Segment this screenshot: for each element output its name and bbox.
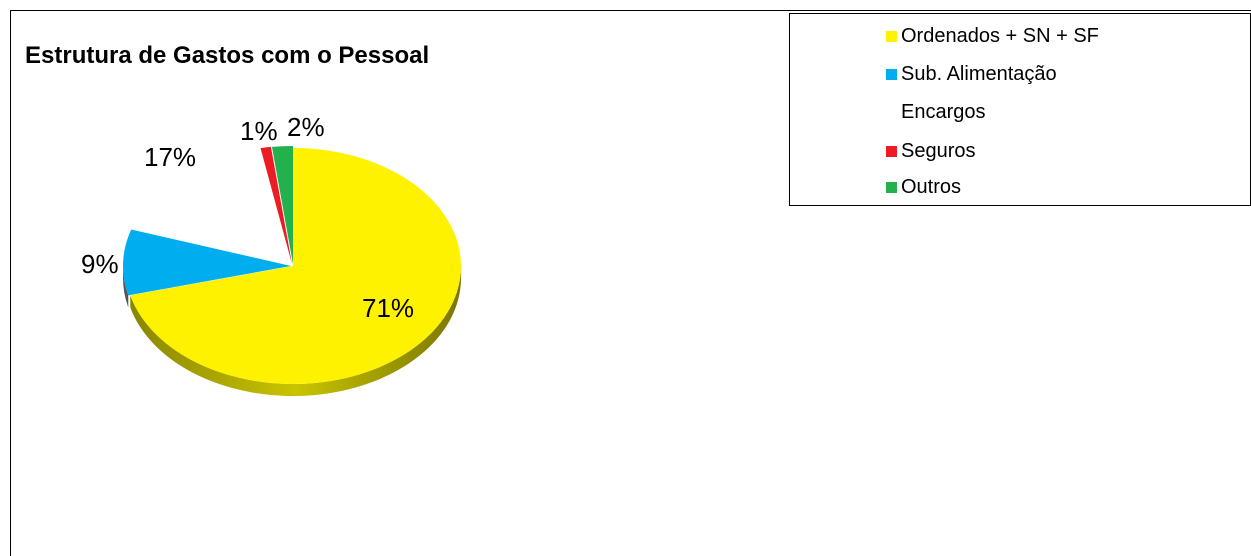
data-label-ordenados-sn-sf: 71%	[362, 293, 414, 323]
legend-label: Ordenados + SN + SF	[901, 25, 1099, 48]
data-label-encargos: 17%	[144, 142, 196, 172]
legend-item-seguros: Seguros	[886, 139, 976, 163]
data-label-outros: 2%	[287, 112, 325, 142]
legend-label: Outros	[901, 176, 961, 199]
legend-item-outros: Outros	[886, 175, 961, 199]
data-label-seguros: 1%	[240, 116, 278, 146]
legend-item-sub-alimentacao: Sub. Alimentação	[886, 62, 1057, 86]
legend: Ordenados + SN + SF Sub. Alimentação Encar…	[789, 13, 1251, 206]
data-label-sub-alimentacao: 9%	[81, 249, 119, 279]
pie-slices	[123, 146, 461, 384]
legend-label: Sub. Alimentação	[901, 63, 1057, 86]
legend-item-encargos: Encargos	[886, 100, 986, 124]
legend-swatch	[886, 107, 897, 118]
pie-slice-outros	[272, 146, 293, 264]
legend-swatch	[886, 146, 897, 157]
legend-swatch	[886, 31, 897, 42]
legend-item-ordenados-sn-sf: Ordenados + SN + SF	[886, 24, 1099, 48]
legend-label: Seguros	[901, 140, 976, 163]
pie-chart: 71% 9% 17% 1% 2%	[0, 0, 780, 546]
legend-label: Encargos	[901, 101, 986, 124]
legend-swatch	[886, 182, 897, 193]
legend-swatch	[886, 69, 897, 80]
